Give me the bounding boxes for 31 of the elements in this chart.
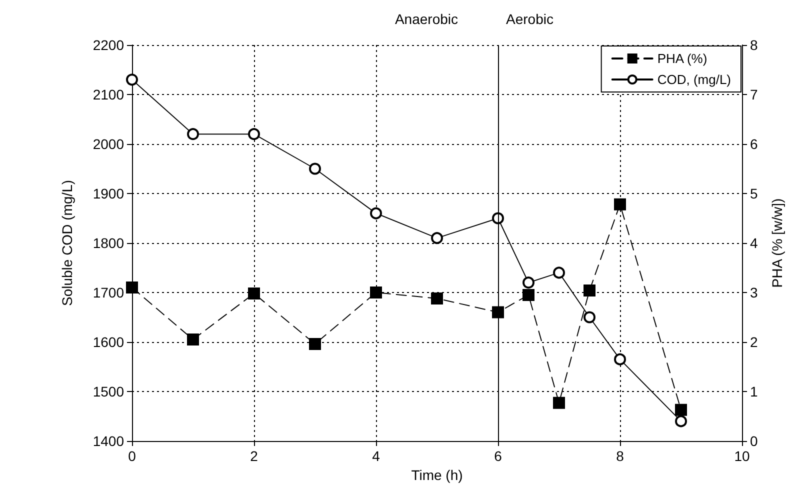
y2-tick-label: 3	[750, 284, 758, 300]
y2-tick-label: 1	[750, 384, 758, 400]
y2-tick-label: 8	[750, 37, 758, 53]
y2-tick-label: 6	[750, 136, 758, 152]
x-tick-label: 6	[494, 448, 502, 464]
y-tick-label: 2200	[92, 37, 124, 53]
y2-tick-label: 0	[750, 433, 758, 449]
y2-tick-label: 4	[750, 235, 758, 251]
x-tick-label: 8	[616, 448, 624, 464]
y-axis-title: Soluble COD (mg/L)	[59, 180, 75, 306]
y-tick-label: 2000	[92, 136, 124, 152]
x-axis-title: Time (h)	[411, 466, 463, 483]
y-tick-label: 1500	[92, 384, 124, 400]
legend-label: COD, (mg/L)	[657, 72, 731, 87]
y2-axis-title: PHA (% [w/w])	[769, 198, 785, 288]
y2-tick-label: 2	[750, 334, 758, 350]
x-tick-label: 4	[372, 448, 380, 464]
text: Aerobic	[506, 11, 554, 27]
y-tick-label: 1800	[92, 235, 124, 251]
text: Anaerobic	[394, 11, 458, 27]
x-tick-label: 0	[128, 448, 136, 464]
y2-tick-label: 5	[750, 186, 758, 202]
y2-tick-label: 7	[750, 86, 758, 102]
x-tick-label: 10	[734, 448, 750, 464]
x-tick-label: 2	[250, 448, 258, 464]
y-tick-label: 1900	[92, 186, 124, 202]
y-tick-label: 1400	[92, 433, 124, 449]
y-tick-label: 1700	[92, 284, 124, 300]
y-tick-label: 1600	[92, 334, 124, 350]
y-tick-label: 2100	[92, 86, 124, 102]
legend-label: PHA (%)	[657, 51, 708, 66]
